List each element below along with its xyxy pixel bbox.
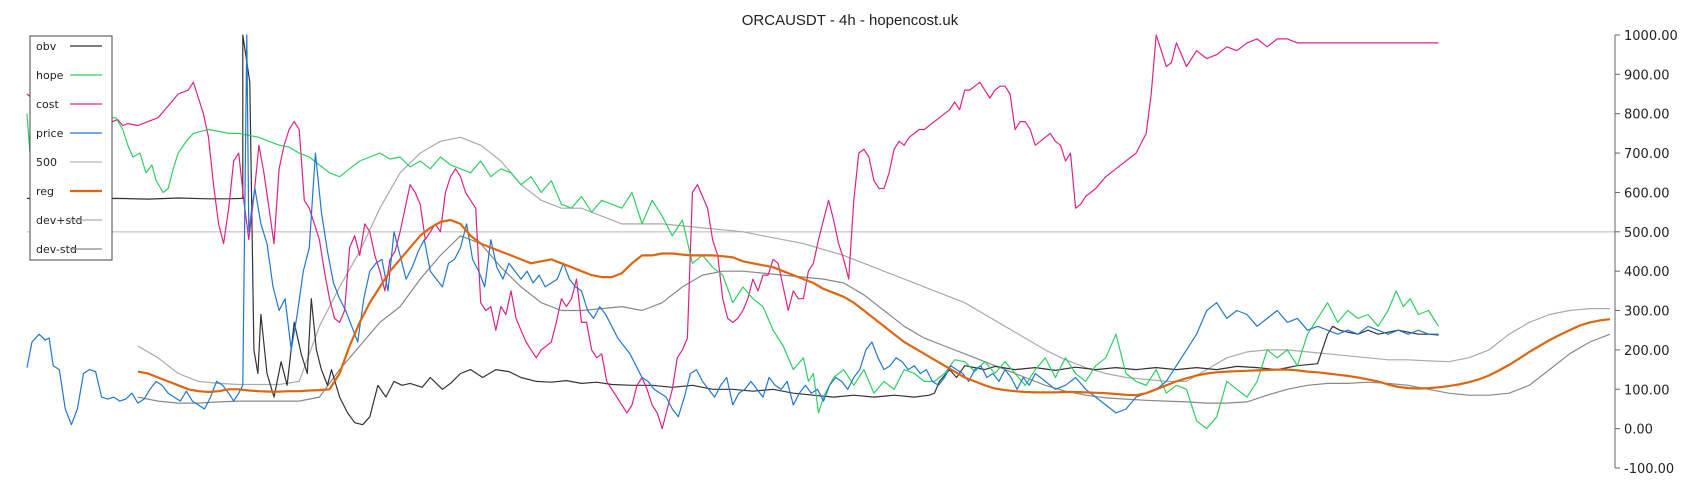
legend-label: hope	[36, 69, 64, 82]
legend-label: price	[36, 127, 64, 140]
y-tick-label: 800.00	[1624, 108, 1670, 123]
legend-label: dev-std	[36, 243, 77, 256]
series-line-hope	[26, 113, 1440, 430]
y-tick-label: 700.00	[1624, 147, 1670, 162]
y-tick-label: 300.00	[1624, 305, 1670, 320]
legend-label: obv	[36, 40, 57, 53]
y-tick-label: 600.00	[1624, 186, 1670, 201]
y-tick-label: 200.00	[1624, 344, 1670, 359]
series-line-reg	[137, 218, 1611, 397]
legend-label: dev+std	[36, 214, 83, 227]
y-tick-label: 500.00	[1624, 226, 1670, 241]
chart-title: ORCAUSDT - 4h - hopencost.uk	[742, 12, 959, 29]
y-tick-label: 0.00	[1624, 423, 1653, 438]
y-tick-label: 400.00	[1624, 265, 1670, 280]
legend-label: 500	[36, 156, 57, 169]
legend: obv hope cost price 500 reg dev+std dev-std	[29, 35, 113, 261]
series-line-obv	[26, 34, 1439, 426]
series-line-dev-std	[137, 235, 1611, 404]
series-line-dev-std	[137, 136, 1610, 386]
y-tick-label: 900.00	[1624, 68, 1670, 83]
legend-label: cost	[36, 98, 60, 111]
series-line-cost	[26, 34, 1439, 430]
y-tick-label: 1000.00	[1624, 29, 1678, 44]
series-line-price	[26, 34, 1439, 426]
y-tick-label: -100.00	[1624, 462, 1674, 477]
series-layer	[26, 34, 1611, 430]
legend-label: reg	[36, 185, 54, 198]
y-axis: 1000.00 900.00 800.00 700.00 600.00 500.00 400…	[1614, 29, 1678, 477]
y-tick-label: 100.00	[1624, 383, 1670, 398]
legend-box	[29, 35, 113, 261]
